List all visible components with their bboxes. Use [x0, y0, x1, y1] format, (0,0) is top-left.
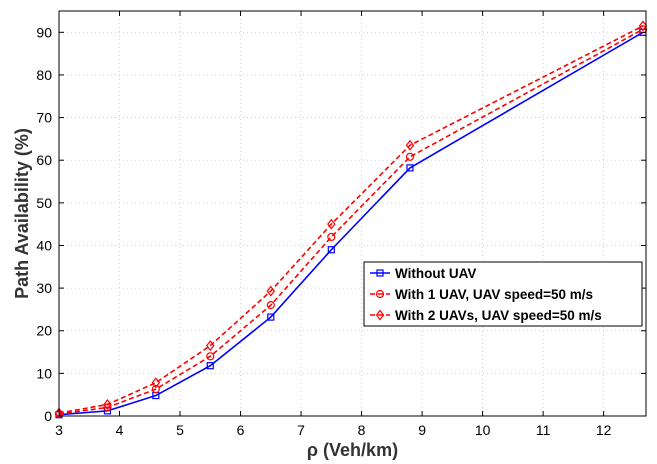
x-tick-label: 4: [116, 422, 124, 438]
data-point: [266, 301, 275, 310]
data-point: [266, 285, 276, 297]
y-tick-label: 30: [36, 280, 52, 296]
x-tick-label: 6: [237, 422, 245, 438]
data-point: [54, 407, 64, 419]
data-point: [103, 399, 112, 410]
series-line: [58, 25, 644, 414]
x-tick-label: 11: [536, 422, 551, 438]
data-point: [151, 385, 160, 394]
data-point: [638, 20, 648, 32]
x-tick-label: 9: [418, 422, 426, 438]
x-tick-label: 3: [55, 422, 63, 438]
x-axis-title: ρ (Veh/km): [307, 440, 398, 460]
legend-label: Without UAV: [395, 266, 476, 281]
series-3: [54, 20, 648, 419]
y-tick-label: 20: [36, 323, 52, 339]
data-point: [327, 218, 336, 230]
y-tick-label: 50: [36, 195, 52, 211]
legend-marker: [375, 309, 385, 321]
data-point: [151, 377, 161, 389]
x-tick-label: 5: [176, 422, 184, 438]
x-tick-label: 8: [358, 422, 366, 438]
data-point: [206, 362, 214, 370]
legend-item: Without UAV: [370, 266, 476, 281]
y-tick-label: 10: [36, 365, 52, 381]
data-point: [406, 164, 414, 172]
legend-item: With 2 UAVs, UAV speed=50 m/s: [370, 308, 602, 323]
legend-label: With 1 UAV, UAV speed=50 m/s: [395, 287, 593, 302]
plot-series: [54, 20, 648, 419]
x-tick-label: 10: [475, 422, 491, 438]
legend-marker: [376, 269, 384, 277]
legend-marker: [375, 289, 385, 299]
data-point: [405, 139, 415, 151]
y-axis-title: Path Availability (%): [12, 128, 32, 299]
series-line: [58, 28, 644, 415]
y-tick-label: 60: [36, 152, 52, 168]
x-tick-label: 12: [596, 422, 612, 438]
y-tick-label: 40: [36, 237, 52, 253]
x-tick-label: 7: [297, 422, 305, 438]
legend-item: With 1 UAV, UAV speed=50 m/s: [370, 287, 593, 302]
legend-label: With 2 UAVs, UAV speed=50 m/s: [395, 308, 602, 323]
data-point: [267, 313, 275, 321]
legend: Without UAV With 1 UAV, UAV speed=50 m/s W…: [363, 261, 643, 327]
y-tick-label: 90: [36, 24, 52, 40]
data-point: [206, 352, 215, 361]
plot-frame: [58, 10, 647, 417]
data-point: [327, 232, 336, 242]
data-point: [206, 340, 215, 352]
y-tick-label: 0: [44, 408, 52, 424]
legend-box: [363, 261, 643, 327]
axis-ticks: 3 4 5 6 7 8 9 10 11 12 0 10 20 30 40 50 60 70 80 90: [36, 11, 646, 438]
data-point: [327, 246, 335, 254]
y-tick-label: 70: [36, 110, 52, 126]
series-line: [58, 31, 644, 416]
data-point: [405, 152, 415, 161]
y-tick-label: 80: [36, 67, 52, 83]
